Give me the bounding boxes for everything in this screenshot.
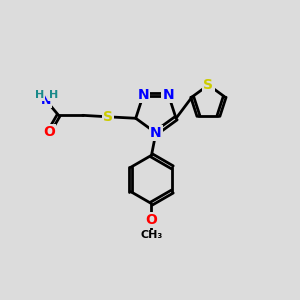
Text: N: N bbox=[163, 88, 174, 102]
Text: N: N bbox=[150, 126, 162, 140]
Text: S: S bbox=[203, 78, 213, 92]
Text: O: O bbox=[43, 125, 55, 139]
Text: O: O bbox=[146, 213, 158, 227]
Text: H: H bbox=[49, 90, 58, 100]
Text: N: N bbox=[138, 88, 149, 102]
Text: H: H bbox=[34, 90, 44, 100]
Text: CH₃: CH₃ bbox=[140, 230, 163, 240]
Text: S: S bbox=[103, 110, 113, 124]
Text: N: N bbox=[41, 94, 52, 107]
